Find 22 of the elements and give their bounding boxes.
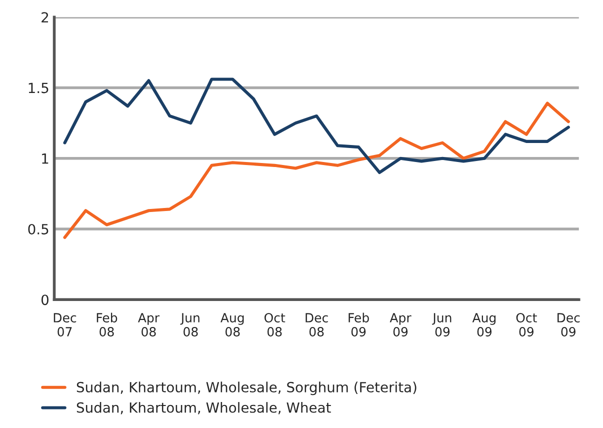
x-tick-label: Apr 08 [138,313,160,336]
x-tick-label: Dec 07 [54,313,76,336]
x-tick-label: Feb 09 [348,312,369,336]
y-tick-label: 0.5 [28,224,48,234]
y-tick-label: 1.5 [28,82,48,94]
x-tick-label: Aug 08 [220,313,244,336]
x-tick-label: Apr 09 [390,313,412,336]
x-tick-label: Jun 09 [432,313,452,336]
x-tick-label: Oct 09 [516,313,537,336]
legend-label: Sudan, Khartoum, Wholesale, Wheat [76,402,331,414]
y-tick-label: 2 [42,12,48,22]
line-series [63,78,570,174]
x-tick-label: Oct 08 [264,313,286,336]
legend-label: Sudan, Khartoum, Wholesale, Sorghum (Feterita) [76,382,416,396]
x-tick-label: Aug 09 [472,313,496,336]
x-tick-label: Dec 09 [558,313,580,336]
x-tick-label: Jun 08 [180,313,200,336]
y-tick-label: 1 [42,154,48,164]
x-tick-label: Feb 08 [96,312,118,336]
line-series [63,102,570,239]
x-tick-label: Dec 08 [306,313,328,336]
y-tick-label: 0 [41,294,48,306]
